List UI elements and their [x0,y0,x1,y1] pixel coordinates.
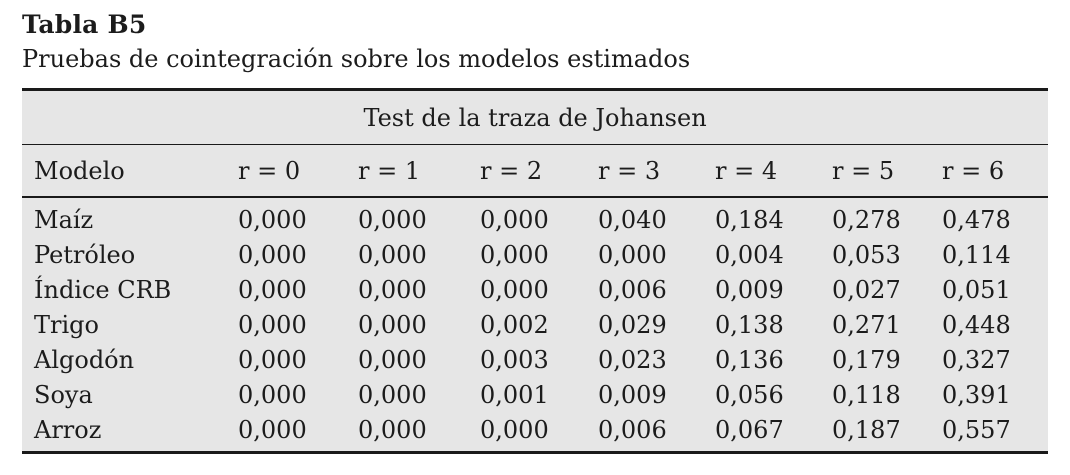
table-row: Trigo 0,000 0,000 0,002 0,029 0,138 0,271 0,448 [22,307,1049,342]
p-value-cell: 0,067 [715,412,832,453]
model-cell: Petróleo [22,237,238,272]
model-cell: Arroz [22,412,238,453]
p-value-cell: 0,136 [715,342,832,377]
table-row: Algodón 0,000 0,000 0,003 0,023 0,136 0,179 0,3… [22,342,1049,377]
p-value-cell: 0,001 [480,377,598,412]
table-body: Maíz 0,000 0,000 0,000 0,040 0,184 0,278 0,478 P… [22,197,1049,453]
p-value-cell: 0,187 [832,412,942,453]
column-header-rank: r = 2 [480,144,598,198]
p-value-cell: 0,023 [598,342,715,377]
column-header-rank: r = 4 [715,144,832,198]
p-value-cell: 0,000 [358,342,480,377]
span-header-cell: Test de la traza de Johansen [22,89,1049,145]
p-value-cell: 0,000 [358,412,480,453]
p-value-cell: 0,000 [238,307,358,342]
span-header-row: Test de la traza de Johansen [22,89,1049,145]
table-row: Petróleo 0,000 0,000 0,000 0,000 0,004 0,053 0,… [22,237,1049,272]
column-header-modelo: Modelo [22,144,238,198]
p-value-cell: 0,027 [832,272,942,307]
p-value-cell: 0,000 [358,307,480,342]
p-value-cell: 0,004 [715,237,832,272]
p-value-cell: 0,002 [480,307,598,342]
column-header-rank: r = 0 [238,144,358,198]
table-subtitle: Pruebas de cointegración sobre los model… [22,45,691,73]
p-value-cell: 0,391 [942,377,1049,412]
p-value-cell: 0,000 [238,272,358,307]
p-value-cell: 0,278 [832,197,942,237]
p-value-cell: 0,056 [715,377,832,412]
p-value-cell: 0,000 [598,237,715,272]
p-value-cell: 0,000 [358,237,480,272]
model-cell: Índice CRB [22,272,238,307]
p-value-cell: 0,000 [358,272,480,307]
model-cell: Maíz [22,197,238,237]
p-value-cell: 0,000 [480,197,598,237]
p-value-cell: 0,029 [598,307,715,342]
table-row: Maíz 0,000 0,000 0,000 0,040 0,184 0,278 0,478 [22,197,1049,237]
p-value-cell: 0,114 [942,237,1049,272]
p-value-cell: 0,184 [715,197,832,237]
paper-page: Tabla B5 Pruebas de cointegración sobre … [22,10,1049,454]
p-value-cell: 0,000 [358,197,480,237]
p-value-cell: 0,448 [942,307,1049,342]
column-header-rank: r = 3 [598,144,715,198]
p-value-cell: 0,000 [480,412,598,453]
p-value-cell: 0,053 [832,237,942,272]
column-header-rank: r = 5 [832,144,942,198]
p-value-cell: 0,557 [942,412,1049,453]
p-value-cell: 0,000 [358,377,480,412]
table-title: Tabla B5 [22,10,147,39]
p-value-cell: 0,006 [598,272,715,307]
p-value-cell: 0,271 [832,307,942,342]
p-value-cell: 0,009 [598,377,715,412]
p-value-cell: 0,003 [480,342,598,377]
model-cell: Trigo [22,307,238,342]
p-value-cell: 0,138 [715,307,832,342]
p-value-cell: 0,006 [598,412,715,453]
p-value-cell: 0,051 [942,272,1049,307]
column-header-rank: r = 6 [942,144,1049,198]
p-value-cell: 0,000 [238,197,358,237]
p-value-cell: 0,000 [480,272,598,307]
p-value-cell: 0,009 [715,272,832,307]
model-cell: Soya [22,377,238,412]
p-value-cell: 0,179 [832,342,942,377]
p-value-cell: 0,000 [238,237,358,272]
johansen-trace-test-table: Test de la traza de Johansen Modelo r = 0… [22,88,1049,454]
p-value-cell: 0,327 [942,342,1049,377]
p-value-cell: 0,000 [238,377,358,412]
table-row: Arroz 0,000 0,000 0,000 0,006 0,067 0,187 0,557 [22,412,1049,453]
p-value-cell: 0,000 [238,342,358,377]
table-row: Soya 0,000 0,000 0,001 0,009 0,056 0,118 0,391 [22,377,1049,412]
model-cell: Algodón [22,342,238,377]
p-value-cell: 0,000 [238,412,358,453]
p-value-cell: 0,478 [942,197,1049,237]
p-value-cell: 0,040 [598,197,715,237]
p-value-cell: 0,118 [832,377,942,412]
column-header-rank: r = 1 [358,144,480,198]
p-value-cell: 0,000 [480,237,598,272]
table-row: Índice CRB 0,000 0,000 0,000 0,006 0,009 0,027… [22,272,1049,307]
